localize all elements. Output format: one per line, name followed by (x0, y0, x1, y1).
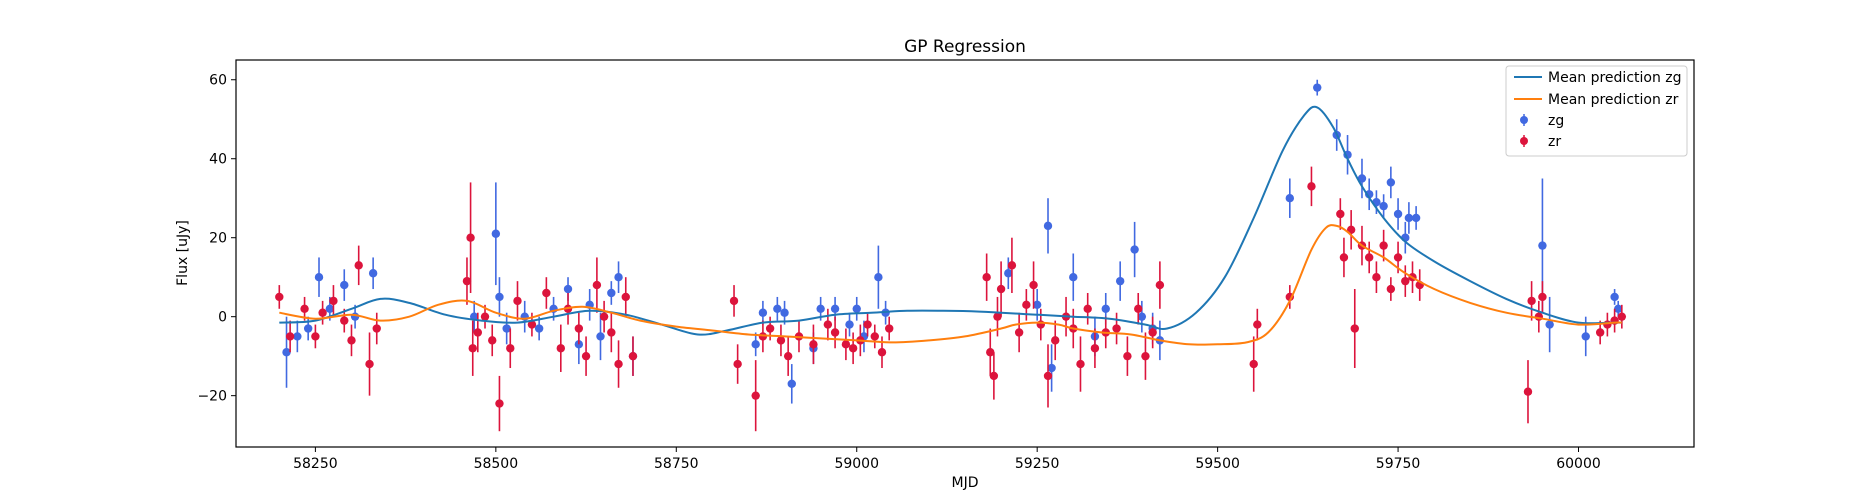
x-tick-label: 58750 (654, 456, 699, 472)
y-tick-label: −20 (197, 389, 227, 405)
legend-points-zr-label: zr (1548, 134, 1561, 150)
legend-line-zr-label: Mean prediction zr (1548, 92, 1679, 108)
y-axis-label: Flux [uJy] (175, 220, 191, 286)
x-tick-label: 59250 (1015, 456, 1060, 472)
legend-line-zg-label: Mean prediction zg (1548, 70, 1682, 86)
y-tick-label: 0 (218, 310, 227, 326)
x-axis-label: MJD (952, 475, 979, 491)
x-tick-label: 59000 (834, 456, 879, 472)
x-tick-label: 59750 (1376, 456, 1421, 472)
x-tick-label: 60000 (1556, 456, 1601, 472)
x-tick-label: 59500 (1195, 456, 1240, 472)
y-tick-label: 20 (209, 231, 227, 247)
legend-points-zg-label: zg (1548, 113, 1564, 129)
chart-title: GP Regression (904, 37, 1026, 57)
x-tick-label: 58500 (474, 456, 519, 472)
legend: Mean prediction zg Mean prediction zr zg… (1506, 66, 1687, 156)
y-tick-label: 40 (209, 152, 227, 168)
y-tick-label: 60 (209, 73, 227, 89)
x-tick-label: 58250 (293, 456, 338, 472)
